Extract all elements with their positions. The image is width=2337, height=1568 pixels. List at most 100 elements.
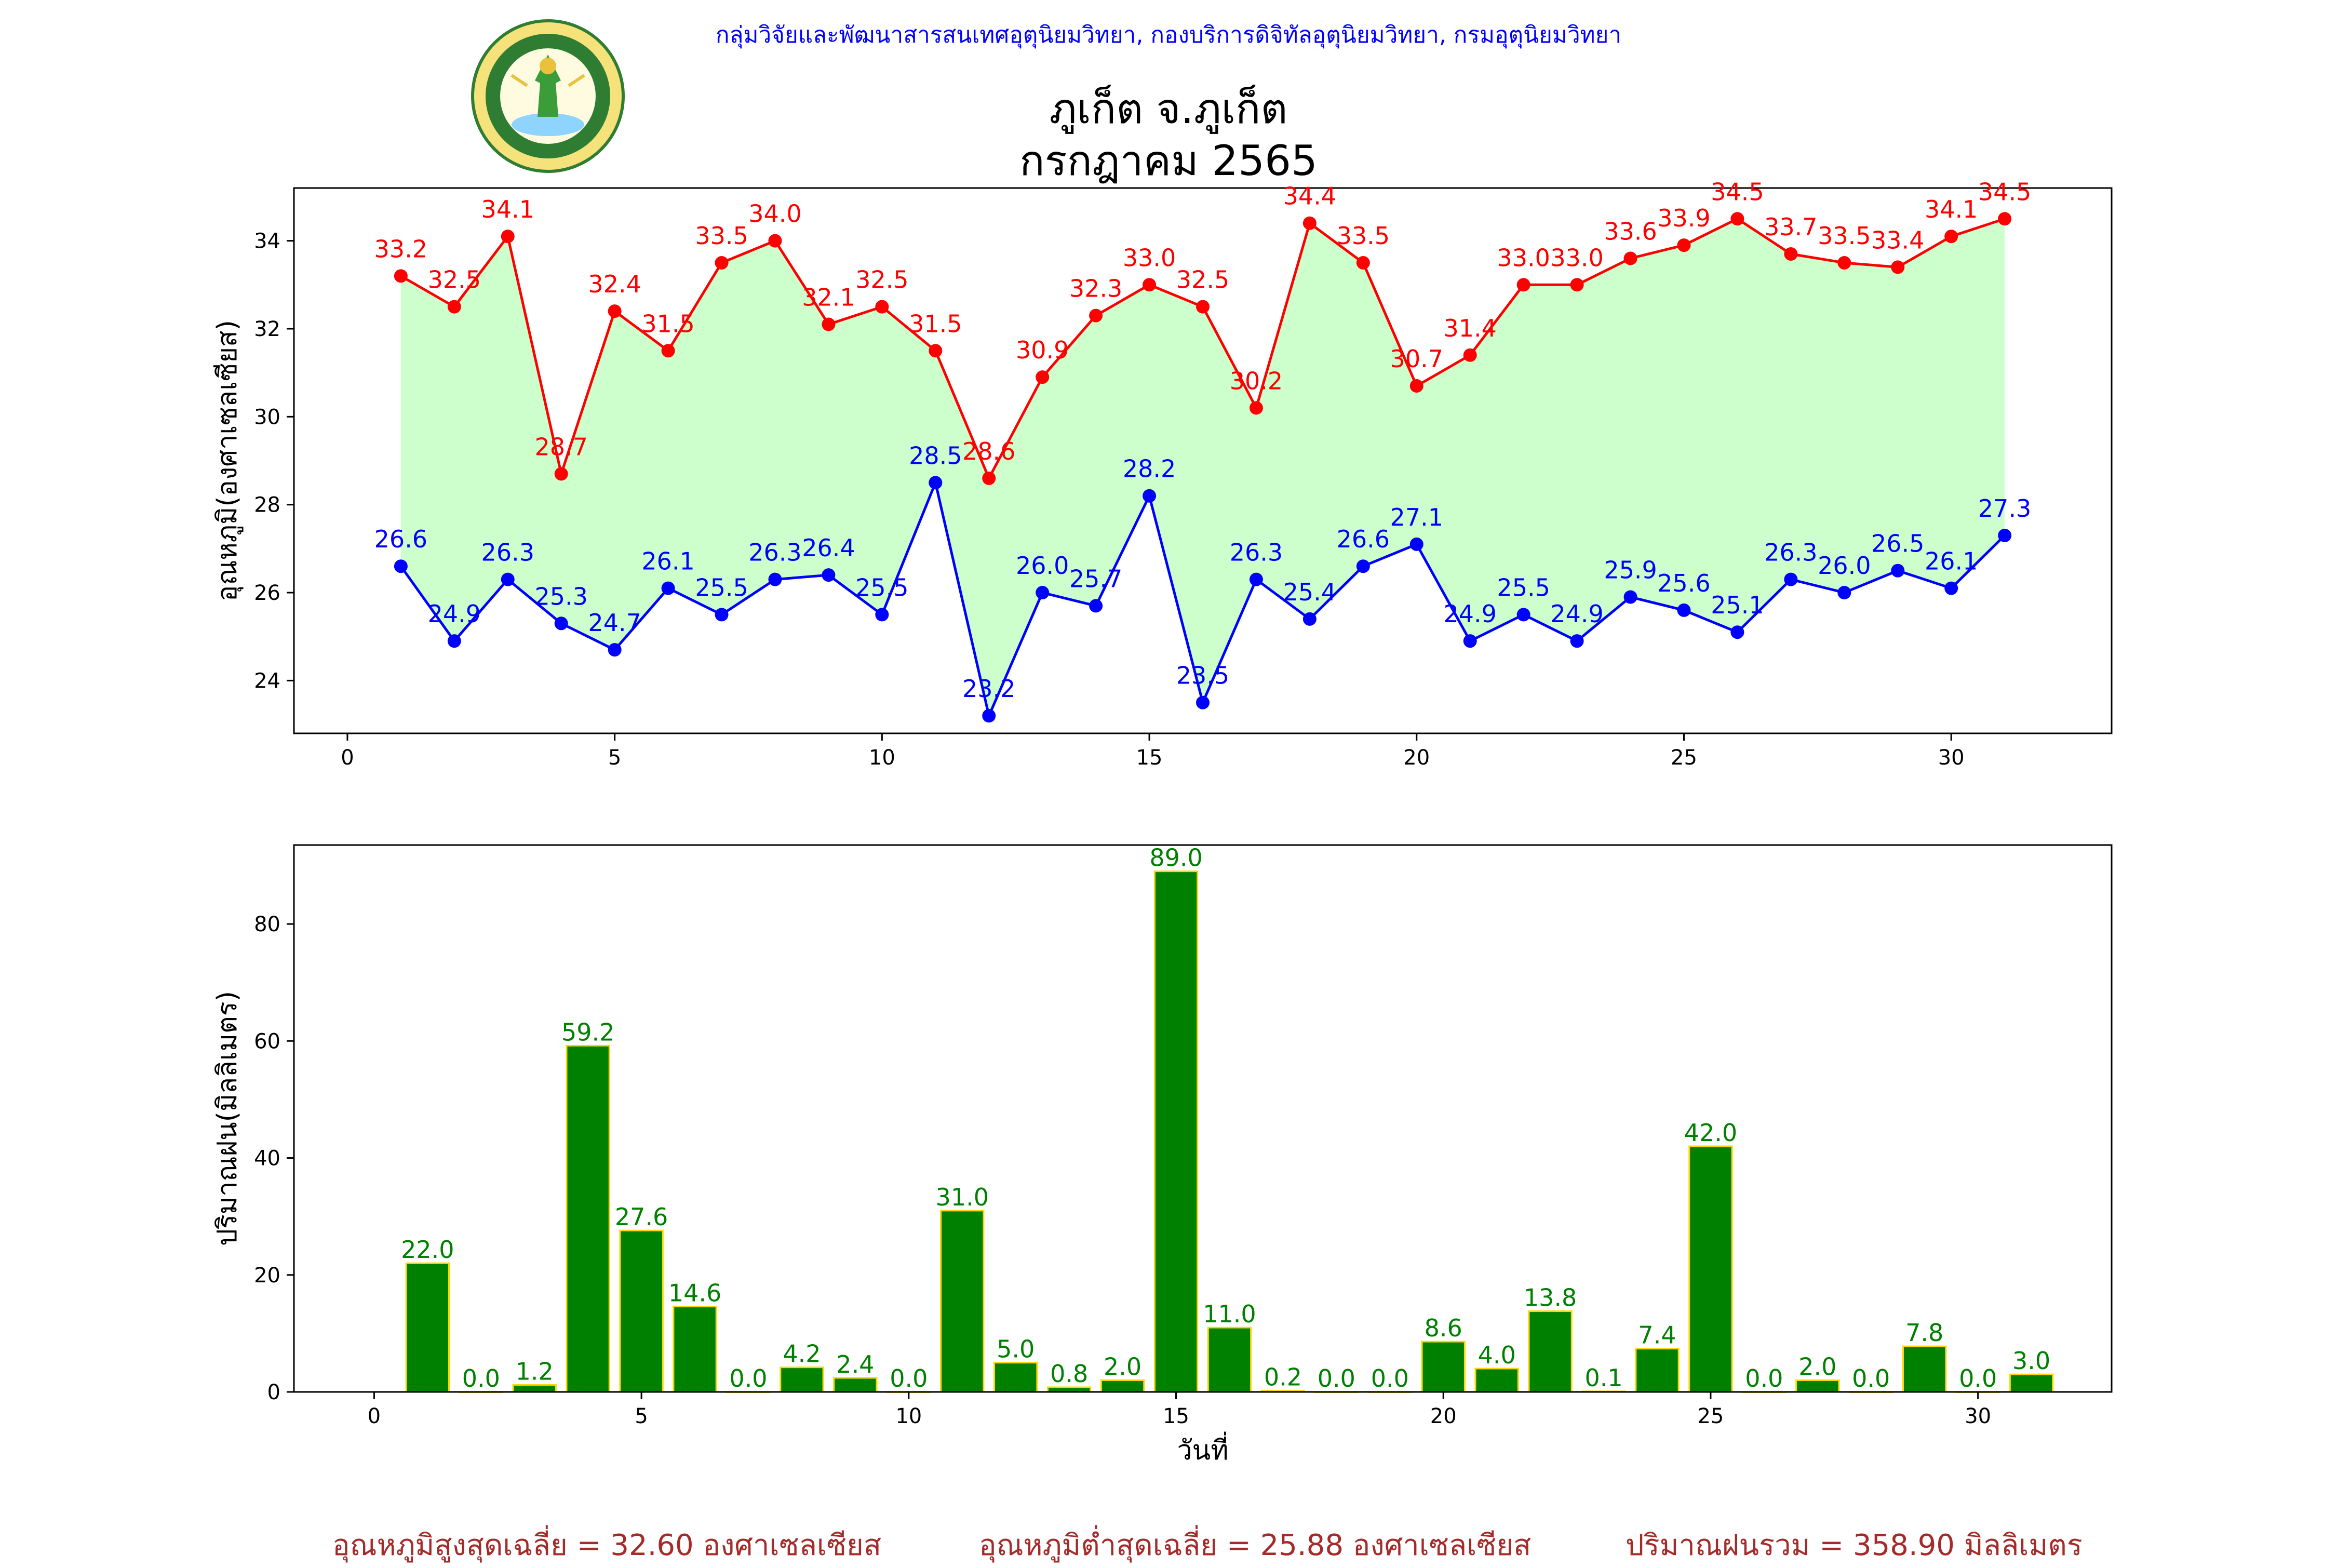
max-temperature-point: [554, 467, 568, 481]
rain-data-label: 0.0: [1959, 1364, 1997, 1392]
rain-bar: [1207, 1326, 1252, 1393]
rain-bar: [1421, 1341, 1466, 1393]
min-temperature-data-label: 25.6: [1657, 569, 1710, 597]
max-temperature-point: [1516, 278, 1530, 292]
rain-data-label: 0.0: [1745, 1364, 1783, 1392]
min-temperature-point: [1143, 489, 1157, 503]
max-temperature-data-label: 30.7: [1390, 345, 1443, 373]
max-temperature-point: [1837, 256, 1851, 270]
rain-bar: [1795, 1379, 1840, 1393]
max-temperature-data-label: 33.7: [1764, 213, 1817, 241]
max-temperature-data-label: 28.7: [534, 433, 587, 461]
rain-bar: [780, 1366, 824, 1393]
min-temperature-point: [1463, 634, 1477, 648]
temperature-plot-frame: [293, 187, 2113, 734]
min-temperature-point: [1409, 537, 1423, 551]
min-temperature-point: [661, 581, 675, 595]
min-temperature-data-label: 26.3: [481, 539, 534, 567]
max-temperature-point: [1623, 251, 1637, 265]
max-temperature-point: [929, 344, 943, 358]
max-temperature-point: [1196, 300, 1210, 314]
max-temperature-point: [1944, 230, 1958, 244]
min-temperature-data-label: 26.1: [641, 547, 694, 575]
rain-y-tick-label: 20: [254, 1264, 280, 1288]
min-temperature-data-label: 24.9: [428, 600, 481, 628]
min-temperature-point: [554, 617, 568, 631]
max-temperature-point: [1463, 348, 1477, 362]
min-temperature-data-label: 25.9: [1604, 556, 1657, 584]
rain-data-label: 0.0: [890, 1364, 928, 1392]
rain-bar: [1100, 1379, 1145, 1393]
chart-title: ภูเก็ต จ.ภูเก็ต กรกฎาคม 2565: [0, 83, 2337, 187]
max-temperature-data-label: 33.5: [1818, 222, 1871, 250]
min-temperature-point: [1891, 564, 1905, 578]
max-temperature-data-label: 33.2: [374, 235, 427, 263]
max-temperature-data-label: 32.3: [1069, 275, 1122, 303]
min-temperature-point: [447, 634, 461, 648]
max-temperature-data-label: 34.1: [481, 195, 534, 223]
rain-data-label: 0.0: [462, 1364, 500, 1392]
min-temperature-point: [1623, 590, 1637, 604]
max-temperature-point: [1089, 309, 1103, 323]
rain-bar: [1474, 1368, 1519, 1393]
min-temperature-data-label: 24.9: [1443, 600, 1496, 628]
rain-data-label: 2.0: [1104, 1352, 1141, 1381]
rain-bar: [940, 1210, 985, 1393]
min-temperature-data-label: 26.6: [374, 525, 427, 553]
min-temperature-point: [1196, 695, 1210, 709]
min-temperature-data-label: 28.2: [1123, 455, 1176, 483]
max-temperature-data-label: 33.9: [1657, 204, 1710, 232]
rain-data-label: 0.0: [1852, 1364, 1890, 1392]
rain-data-label: 11.0: [1203, 1300, 1256, 1328]
max-temperature-point: [1570, 278, 1584, 292]
temperature-x-tick-label: 20: [1403, 746, 1430, 770]
max-temperature-point: [768, 234, 782, 248]
rain-data-label: 31.0: [936, 1183, 989, 1211]
min-temperature-point: [1356, 559, 1370, 573]
rain-data-label: 14.6: [668, 1279, 721, 1307]
min-temperature-data-label: 24.9: [1550, 600, 1603, 628]
max-temperature-data-label: 34.5: [1711, 178, 1764, 206]
rain-bar: [2009, 1373, 2054, 1393]
temperature-y-axis-label: อุณหภูมิ(องศาเซลเซียส): [212, 320, 244, 601]
rain-bar: [993, 1362, 1038, 1393]
min-temperature-data-label: 26.3: [1230, 539, 1283, 567]
max-temperature-data-label: 31.5: [641, 310, 694, 338]
max-temperature-point: [1302, 216, 1317, 230]
max-temperature-point: [875, 300, 889, 314]
rain-data-label: 89.0: [1149, 844, 1202, 872]
rain-data-label: 0.0: [729, 1364, 767, 1392]
rain-data-label: 13.8: [1524, 1284, 1577, 1312]
chart-title-station: ภูเก็ต จ.ภูเก็ต: [1049, 85, 1288, 133]
max-temperature-data-label: 33.4: [1871, 226, 1924, 254]
temperature-x-tick-label: 15: [1136, 746, 1163, 770]
max-temperature-point: [608, 304, 622, 318]
rain-data-label: 5.0: [997, 1335, 1035, 1363]
min-temperature-data-label: 25.5: [1497, 573, 1550, 601]
rain-bar: [1902, 1345, 1947, 1393]
chart-title-month: กรกฎาคม 2565: [1019, 137, 1318, 185]
temperature-y-tick-label: 32: [254, 317, 280, 341]
max-temperature-data-label: 28.6: [962, 437, 1015, 465]
rain-bar: [619, 1229, 664, 1393]
max-temperature-data-label: 33.0: [1550, 244, 1603, 272]
rain-y-tick-label: 80: [254, 913, 280, 936]
rain-data-label: 0.0: [1318, 1364, 1355, 1392]
min-temperature-point: [715, 608, 729, 622]
rain-y-tick-label: 60: [254, 1029, 280, 1053]
rain-data-label: 0.2: [1264, 1363, 1302, 1391]
max-temperature-data-label: 33.5: [1337, 222, 1390, 250]
max-temperature-data-label: 32.5: [1176, 266, 1229, 294]
min-temperature-data-label: 26.0: [1016, 552, 1069, 580]
rain-data-label: 27.6: [615, 1203, 668, 1231]
max-temperature-data-label: 31.5: [909, 310, 962, 338]
max-temperature-point: [1730, 212, 1744, 226]
temperature-x-tick-label: 10: [869, 746, 895, 770]
rain-bar: [512, 1384, 557, 1393]
max-temperature-data-label: 33.5: [695, 222, 748, 250]
temperature-x-tick-label: 0: [341, 746, 354, 770]
min-temperature-data-label: 25.7: [1069, 565, 1122, 593]
max-temperature-point: [661, 344, 675, 358]
rain-bar: [1528, 1310, 1573, 1393]
